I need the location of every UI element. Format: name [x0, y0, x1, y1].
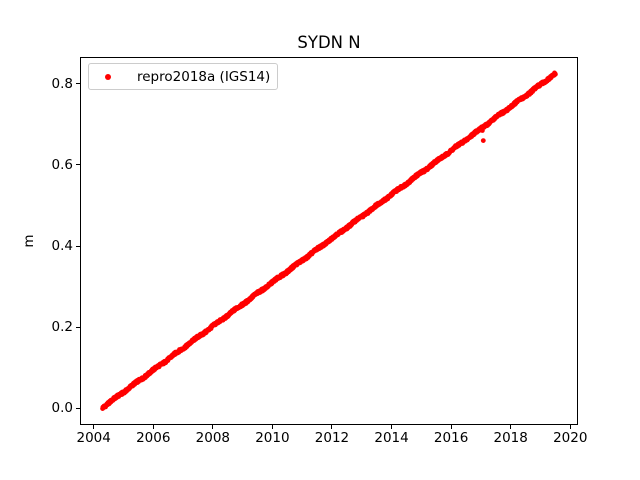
legend-marker-dot — [105, 73, 111, 80]
x-tick-label: 2018 — [493, 430, 528, 446]
chart-title: SYDN N — [297, 33, 361, 52]
legend: repro2018a (IGS14) — [88, 63, 278, 90]
y-tick-mark — [76, 164, 80, 166]
x-tick-label: 2016 — [433, 430, 469, 446]
x-tick-label: 2010 — [255, 430, 290, 446]
legend-label: repro2018a (IGS14) — [137, 68, 271, 85]
y-tick-mark — [76, 407, 80, 409]
y-tick-mark — [76, 326, 80, 328]
y-tick-label: 0.0 — [51, 400, 73, 417]
x-tick-mark — [331, 425, 333, 429]
x-tick-label: 2006 — [136, 430, 171, 446]
x-tick-mark — [450, 425, 452, 429]
x-tick-mark — [152, 425, 154, 429]
x-tick-label: 2012 — [314, 430, 350, 446]
y-tick-label: 0.6 — [51, 156, 73, 173]
y-tick-label: 0.8 — [51, 75, 73, 92]
x-tick-mark — [569, 425, 571, 429]
y-tick-mark — [76, 245, 80, 247]
x-tick-label: 2004 — [76, 430, 111, 446]
y-tick-mark — [76, 83, 80, 85]
x-tick-label: 2008 — [195, 430, 230, 446]
x-tick-label: 2014 — [374, 430, 409, 446]
y-tick-label: 0.4 — [51, 238, 73, 255]
x-tick-mark — [510, 425, 512, 429]
plot-area — [80, 57, 578, 425]
x-tick-mark — [391, 425, 393, 429]
y-tick-label: 0.2 — [51, 319, 73, 336]
x-tick-mark — [212, 425, 214, 429]
x-tick-mark — [271, 425, 273, 429]
x-tick-mark — [93, 425, 95, 429]
scatter-series — [100, 70, 558, 411]
x-tick-label: 2020 — [553, 430, 588, 446]
